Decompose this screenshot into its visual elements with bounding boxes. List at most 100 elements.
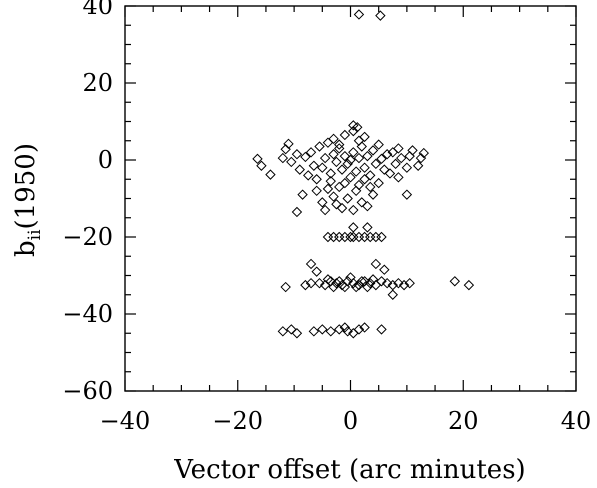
data-point [325,175,336,187]
data-point [345,272,356,283]
data-point [336,164,348,175]
data-point [305,277,317,289]
data-point [314,141,325,152]
data-point [286,324,297,335]
data-point [328,191,339,202]
data-point [370,231,382,243]
data-point [328,133,339,145]
x-tick-label: 20 [448,407,479,435]
y-tick-label: 40 [82,0,113,20]
data-point [376,324,387,335]
data-point [412,160,424,171]
data-point [342,158,353,170]
y-tick-label: 20 [82,69,113,97]
data-point [334,143,345,154]
data-point [348,147,359,158]
data-point [365,277,376,289]
y-axis-label-main: b [11,240,41,257]
data-point [325,168,336,179]
data-point [331,199,342,210]
y-axis-label-rest: (1950) [11,143,41,229]
data-point [345,154,356,166]
data-point [376,153,387,165]
data-point [353,9,365,20]
data-point [300,151,311,163]
data-point [362,200,373,212]
data-point [311,185,322,197]
data-point [407,145,418,156]
data-point [339,150,351,162]
data-point [381,149,393,160]
data-point [325,326,336,337]
data-point [367,274,379,285]
data-point [356,141,367,152]
data-point [350,281,362,293]
data-point [339,322,351,333]
data-point [252,153,263,165]
data-point [314,277,325,289]
data-point [328,149,339,160]
data-point [322,137,334,148]
data-point [277,152,289,164]
data-point [297,189,308,200]
data-point [300,279,311,291]
data-point [353,179,365,191]
data-point [291,206,303,218]
data-point [339,281,351,293]
data-point [339,129,351,141]
data-point [256,160,267,171]
x-tick-label: 0 [343,407,358,435]
data-point [322,231,334,243]
data-point [331,277,342,289]
data-point [305,147,317,158]
data-point [401,189,413,200]
data-point [311,174,322,185]
data-point [401,162,413,173]
data-point [291,149,303,160]
x-tick-label: −40 [100,407,151,435]
data-point [334,276,345,287]
data-point [353,135,365,146]
data-point [365,231,376,243]
y-tick-label: 0 [98,146,113,174]
data-point [398,279,410,291]
data-point [390,158,401,170]
data-point [348,231,359,243]
data-point [334,231,345,243]
data-point [303,170,314,181]
data-point [356,276,367,287]
data-point [348,204,359,216]
data-point [348,125,359,137]
data-point [381,277,393,289]
data-point [277,326,289,337]
data-point [449,276,461,287]
data-point [334,139,345,150]
y-axis-label-sub: ii [25,229,45,240]
data-point [305,258,317,270]
data-point [384,168,396,179]
data-point [404,150,415,162]
data-point [283,138,294,150]
data-point [334,181,345,193]
data-point [367,145,379,156]
data-point [339,231,351,243]
x-tick-label: −20 [212,407,263,435]
data-point [373,139,384,150]
data-point [353,324,365,335]
data-point [322,183,334,195]
data-point [317,324,328,335]
axis-ticks [124,5,577,392]
data-point [415,152,427,164]
data-point [376,276,387,287]
data-point [463,279,475,291]
y-tick-label: −40 [62,300,113,328]
data-point [362,281,373,293]
data-point [319,204,331,216]
data-point [379,264,390,275]
data-point [370,258,382,270]
data-point [362,222,373,233]
data-point [393,143,404,154]
data-point [359,131,370,143]
data-point [376,231,387,243]
